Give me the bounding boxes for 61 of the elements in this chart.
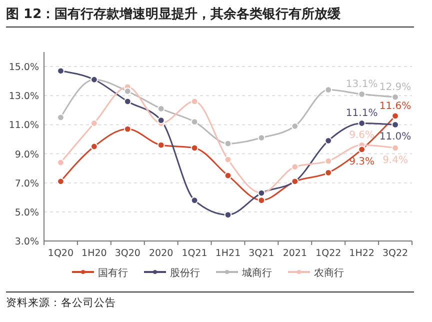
point bbox=[124, 98, 132, 106]
point bbox=[258, 134, 266, 142]
point bbox=[324, 86, 332, 94]
y-tick-label: 13.0% bbox=[8, 91, 39, 102]
data-label: 12.9% bbox=[379, 82, 412, 94]
x-tick-label: 1H22 bbox=[349, 248, 374, 259]
x-tick-label: 3Q20 bbox=[114, 248, 140, 259]
x-tick-label: 3Q21 bbox=[248, 248, 274, 259]
point bbox=[90, 120, 98, 127]
data-label: 11.1% bbox=[346, 108, 378, 120]
y-tick-label: 11.0% bbox=[8, 120, 39, 132]
chart-title: 图 12：国有行存款增速明显提升，其余各类银行有所放缓 bbox=[6, 6, 342, 22]
x-tick-label: 2020 bbox=[148, 248, 174, 259]
point bbox=[358, 120, 366, 127]
point bbox=[157, 141, 165, 149]
point bbox=[57, 158, 64, 166]
point bbox=[57, 178, 64, 186]
point bbox=[358, 146, 366, 154]
point bbox=[392, 112, 399, 120]
x-tick-label: 3Q22 bbox=[382, 248, 408, 259]
x-tick-label: 2021 bbox=[282, 248, 308, 259]
x-tick-label: 1Q22 bbox=[316, 248, 342, 259]
legend-label: 国有行 bbox=[98, 267, 128, 279]
x-tick-label: 1H20 bbox=[82, 248, 107, 259]
point bbox=[157, 116, 165, 124]
text: 资料来源：各公司公告 bbox=[6, 296, 116, 309]
point bbox=[392, 144, 399, 152]
legend-label: 股份行 bbox=[170, 268, 200, 279]
data-label: 11.0% bbox=[379, 132, 412, 143]
point bbox=[124, 88, 132, 95]
point bbox=[57, 114, 64, 122]
point bbox=[190, 118, 198, 126]
point bbox=[224, 140, 232, 148]
point bbox=[324, 136, 332, 144]
y-tick-label: 5.0% bbox=[14, 207, 39, 218]
point bbox=[157, 105, 165, 112]
x-tick-label: 1Q21 bbox=[182, 248, 208, 259]
point bbox=[57, 67, 64, 75]
y-tick-label: 9.0% bbox=[14, 149, 39, 160]
data-label: 9.4% bbox=[382, 154, 408, 166]
point bbox=[392, 93, 399, 101]
point bbox=[324, 157, 332, 165]
point bbox=[258, 196, 266, 204]
y-tick-label: 7.0% bbox=[14, 178, 39, 190]
y-tick-label: 15.0% bbox=[8, 62, 39, 74]
y-tick-label: 3.0% bbox=[14, 236, 39, 248]
point bbox=[190, 196, 198, 204]
point bbox=[291, 122, 299, 130]
data-label: 11.6% bbox=[379, 100, 412, 112]
point bbox=[190, 98, 198, 106]
data-label: 9.6% bbox=[349, 130, 375, 142]
legend-label: 农商行 bbox=[314, 267, 344, 279]
x-tick-label: 1Q20 bbox=[48, 248, 74, 259]
legend-label: 城商行 bbox=[241, 267, 272, 279]
point bbox=[224, 172, 232, 180]
x-tick-label: 1H21 bbox=[215, 248, 241, 259]
point bbox=[124, 125, 132, 133]
point bbox=[190, 144, 198, 152]
point bbox=[224, 156, 232, 164]
data-label: 13.1% bbox=[346, 79, 378, 90]
point bbox=[90, 142, 98, 150]
